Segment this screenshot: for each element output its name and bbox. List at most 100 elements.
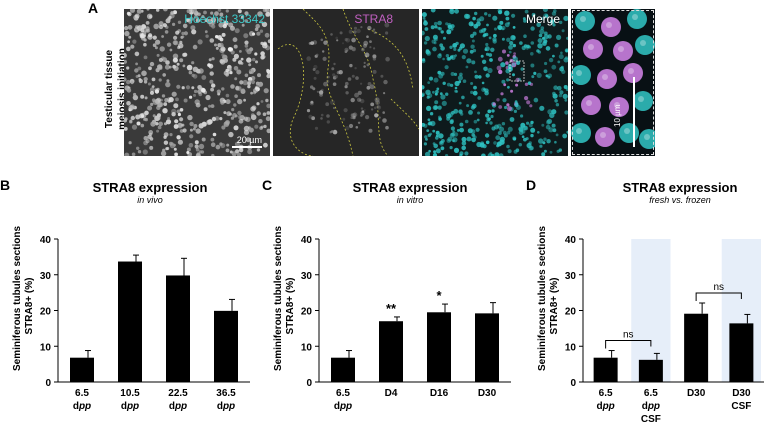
- nucleus-dot: [254, 52, 258, 56]
- nucleus-dot: [191, 61, 195, 65]
- nucleus-dot: [124, 77, 127, 82]
- nucleus-dot: [226, 143, 230, 147]
- stra8-dot: [349, 63, 353, 68]
- merge-dot: [550, 20, 555, 24]
- merge-dot: [465, 65, 469, 69]
- stra8-dot: [351, 74, 355, 78]
- nucleus-dot: [229, 71, 233, 75]
- y-tick-label: 10: [40, 342, 52, 353]
- merge-dot: [445, 22, 449, 26]
- merge-dot: [437, 70, 442, 75]
- stra8-dot: [320, 117, 323, 120]
- merge-dot: [562, 133, 568, 139]
- y-tick-label: 0: [306, 378, 312, 389]
- merge-dot: [433, 41, 437, 45]
- nucleus-dot: [208, 58, 212, 62]
- nucleus-dot: [218, 17, 223, 23]
- zoom-nucleus-highlight: [580, 16, 586, 22]
- merge-dot: [468, 21, 474, 27]
- nucleus-dot: [195, 18, 201, 23]
- merge-dot: [473, 85, 477, 90]
- stra8-dot: [382, 118, 387, 123]
- nucleus-dot: [198, 123, 204, 129]
- nucleus-dot: [126, 101, 131, 106]
- merge-dot: [538, 33, 543, 38]
- merge-dot: [432, 129, 436, 133]
- stra8-dot: [344, 85, 348, 89]
- merge-dot-stra8: [509, 58, 513, 62]
- zoom-nucleus-highlight: [624, 128, 630, 134]
- nucleus-dot: [159, 46, 165, 52]
- nucleus-dot: [220, 59, 226, 65]
- merge-dot: [473, 119, 478, 124]
- stra8-dot: [306, 56, 311, 61]
- nucleus-dot: [193, 124, 198, 128]
- merge-dot-stra8: [524, 82, 529, 87]
- merge-dot: [545, 124, 551, 130]
- nucleus-dot: [246, 49, 252, 55]
- stra8-dot: [331, 130, 334, 133]
- nucleus-dot: [243, 33, 249, 39]
- stra8-dot: [357, 121, 361, 125]
- nucleus-dot: [151, 77, 156, 82]
- merge-dot: [481, 153, 486, 156]
- zoom-nucleus-highlight: [614, 102, 620, 108]
- nucleus-dot: [152, 35, 157, 40]
- nucleus-dot: [172, 22, 176, 26]
- category-label: 6.5: [75, 388, 89, 399]
- stra8-dot: [313, 76, 317, 80]
- merge-dot: [542, 9, 548, 13]
- nucleus-dot: [163, 140, 169, 145]
- nucleus-dot: [161, 35, 164, 38]
- stra8-dot: [356, 97, 362, 103]
- nucleus-dot: [131, 124, 138, 130]
- bar: [166, 275, 190, 382]
- merge-dot: [558, 93, 563, 98]
- merge-dot: [521, 45, 526, 51]
- nucleus-dot: [214, 43, 217, 47]
- bar: [331, 357, 355, 382]
- nucleus-dot: [240, 62, 244, 65]
- merge-dot: [537, 131, 540, 134]
- nucleus-dot: [132, 39, 137, 44]
- merge-dot: [487, 67, 493, 74]
- nucleus-dot: [165, 18, 171, 24]
- merge-dot: [531, 12, 536, 17]
- nucleus-dot: [171, 91, 177, 97]
- merge-dot: [544, 14, 549, 18]
- nucleus-dot: [260, 100, 264, 103]
- zoom-nucleus-highlight: [606, 22, 612, 28]
- stra8-dot: [312, 68, 316, 71]
- stra8-dot: [374, 113, 379, 118]
- y-tick-label: 40: [301, 235, 313, 246]
- merge-dot-stra8: [513, 52, 516, 55]
- merge-dot: [439, 92, 443, 96]
- y-tick-label: 10: [565, 342, 577, 353]
- nucleus-dot: [195, 153, 201, 156]
- stra8-dot: [310, 41, 315, 45]
- stra8-dot: [354, 92, 359, 98]
- merge-dot: [431, 39, 436, 44]
- nucleus-dot: [158, 58, 163, 62]
- nucleus-dot: [225, 9, 229, 13]
- zoom-image: 10 µm: [571, 9, 655, 156]
- nucleus-dot: [223, 121, 230, 127]
- merge-dot: [493, 33, 497, 38]
- category-label: 22.5: [168, 388, 188, 399]
- merge-dot: [440, 146, 445, 151]
- nucleus-dot: [183, 31, 188, 36]
- merge-dot: [499, 139, 505, 145]
- nucleus-dot: [177, 20, 182, 24]
- nucleus-dot: [232, 37, 238, 43]
- nucleus-dot: [211, 83, 216, 88]
- nucleus-dot: [127, 12, 132, 17]
- nucleus-dot: [243, 98, 246, 102]
- nucleus-dot: [237, 98, 243, 105]
- zoom-nucleus: [571, 65, 591, 85]
- nucleus-dot: [225, 93, 230, 98]
- merge-dot: [430, 25, 435, 30]
- nucleus-dot: [254, 124, 259, 129]
- nucleus-dot: [179, 117, 184, 122]
- zoom-nucleus: [627, 9, 647, 29]
- nucleus-dot: [128, 141, 132, 145]
